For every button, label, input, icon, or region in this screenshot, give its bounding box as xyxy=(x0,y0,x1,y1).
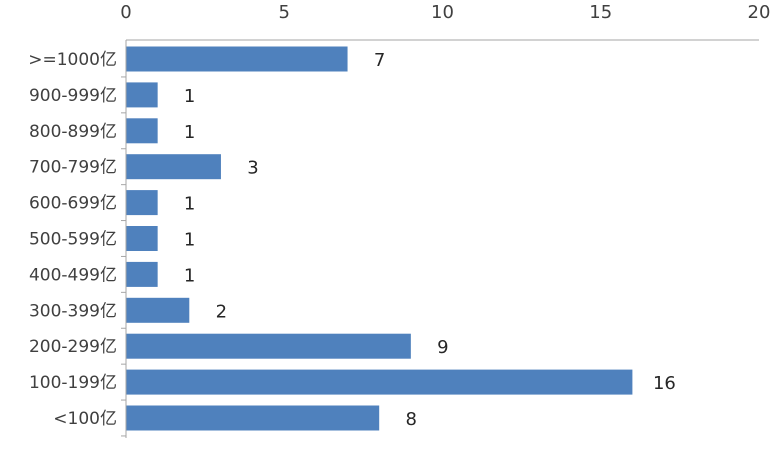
bar xyxy=(126,261,158,287)
y-category-label: 900-999亿 xyxy=(29,86,117,106)
x-tick-label: 20 xyxy=(748,2,771,23)
bar-value-label: 3 xyxy=(247,158,258,179)
bar-value-label: 1 xyxy=(184,265,195,286)
bar-value-label: 2 xyxy=(216,301,227,322)
bar-value-label: 1 xyxy=(184,194,195,215)
x-tick-label: 15 xyxy=(589,2,612,23)
bar xyxy=(126,405,380,431)
bar-value-label: 1 xyxy=(184,86,195,107)
bar xyxy=(126,46,348,72)
x-tick-label: 5 xyxy=(279,2,290,23)
x-tick-label: 0 xyxy=(120,2,131,23)
bar-value-label: 8 xyxy=(405,409,416,430)
bar-value-label: 1 xyxy=(184,230,195,251)
y-category-label: 100-199亿 xyxy=(29,373,117,393)
bar-value-label: 9 xyxy=(437,337,448,358)
x-axis: 0 5 10 15 20 xyxy=(120,2,771,41)
y-category-label: 800-899亿 xyxy=(29,122,117,142)
y-category-label: 200-299亿 xyxy=(29,337,117,357)
bar xyxy=(126,82,158,108)
y-category-label: 700-799亿 xyxy=(29,158,117,178)
bar xyxy=(126,226,158,251)
y-axis: >=1000亿 900-999亿 800-899亿 700-799亿 600-699亿 5… xyxy=(28,40,127,438)
y-category-label: >=1000亿 xyxy=(28,50,117,70)
y-category-label: <100亿 xyxy=(53,409,117,429)
x-tick-label: 10 xyxy=(431,2,454,23)
bar xyxy=(126,154,221,180)
bar xyxy=(126,333,411,359)
bar xyxy=(126,190,158,216)
y-category-label: 300-399亿 xyxy=(29,301,117,321)
bar-value-label: 1 xyxy=(184,122,195,143)
bar-value-label: 7 xyxy=(374,50,385,71)
y-category-label: 500-599亿 xyxy=(29,230,117,250)
bar-value-label: 16 xyxy=(653,373,676,394)
y-category-label: 400-499亿 xyxy=(29,265,117,285)
y-category-label: 600-699亿 xyxy=(29,194,117,214)
bar xyxy=(126,297,190,323)
bar xyxy=(126,118,158,144)
bars xyxy=(126,46,633,431)
bar xyxy=(126,369,633,395)
